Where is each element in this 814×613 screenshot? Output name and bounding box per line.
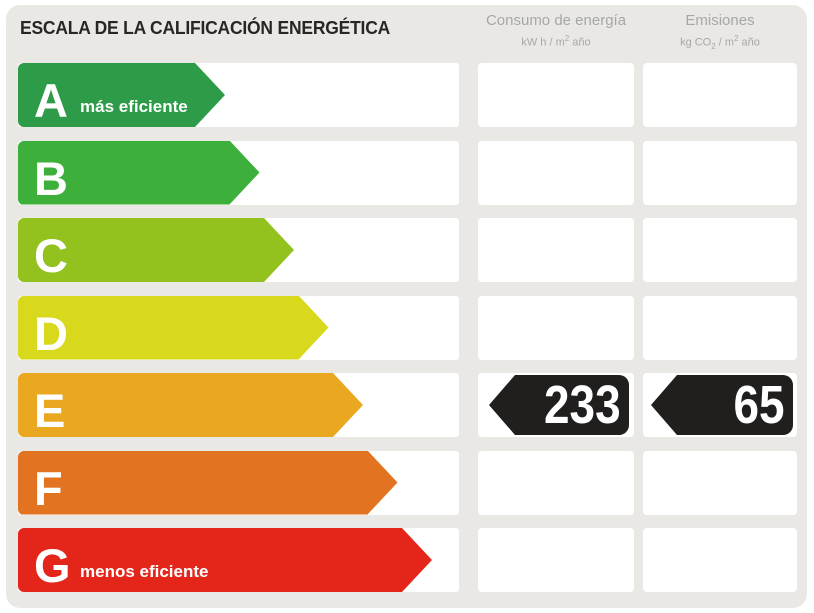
page-title: ESCALA DE LA CALIFICACIÓN ENERGÉTICA xyxy=(20,18,391,38)
consumption-column-unit: kW h / m2 año xyxy=(521,34,591,49)
rating-row-F: F xyxy=(6,450,807,515)
emissions-value: 65 xyxy=(733,375,785,435)
rating-note: más eficiente xyxy=(80,97,188,116)
rating-row-C: C xyxy=(6,218,807,282)
emissions-cell xyxy=(643,295,797,360)
consumption-column-label: Consumo de energía xyxy=(485,12,627,29)
rating-letter: A xyxy=(34,74,68,127)
consumption-cell xyxy=(478,140,634,205)
consumption-cell xyxy=(478,528,634,592)
emissions-column-unit: kg CO2 / m2 año xyxy=(680,34,760,51)
rating-row-B: B xyxy=(6,140,807,205)
emissions-cell: 65 xyxy=(643,373,797,437)
emissions-cell xyxy=(643,63,797,127)
consumption-cell: 233 xyxy=(478,373,634,437)
rating-arrow-C: C xyxy=(18,218,294,282)
emissions-value-pointer: 65 xyxy=(651,375,793,435)
rating-letter: B xyxy=(34,151,68,205)
rating-letter: F xyxy=(34,461,63,515)
emissions-cell xyxy=(643,528,797,592)
rating-arrow-B: B xyxy=(18,141,260,205)
label-card: ESCALA DE LA CALIFICACIÓN ENERGÉTICA Con… xyxy=(6,5,807,608)
consumption-cell xyxy=(478,218,634,282)
rating-arrow-F: F xyxy=(18,451,398,515)
rating-letter: E xyxy=(34,384,66,437)
consumption-value: 233 xyxy=(543,375,621,435)
rating-letter: D xyxy=(34,306,68,360)
rating-note: menos eficiente xyxy=(80,562,209,581)
column-header-consumption: Consumo de energía kW h / m2 año xyxy=(478,12,634,50)
rating-letter: G xyxy=(34,539,71,592)
rating-letter: C xyxy=(34,229,68,282)
emissions-cell xyxy=(643,140,797,205)
rating-row-E: 233 65 E xyxy=(6,373,807,437)
consumption-cell xyxy=(478,450,634,515)
emissions-cell xyxy=(643,450,797,515)
rating-arrow-D: D xyxy=(18,296,329,360)
consumption-cell xyxy=(478,63,634,127)
emissions-column-label: Emisiones xyxy=(685,12,755,29)
column-header-emissions: Emisiones kg CO2 / m2 año xyxy=(643,12,797,54)
consumption-value-pointer: 233 xyxy=(489,375,629,435)
rating-arrow-E: E xyxy=(18,373,363,437)
emissions-cell xyxy=(643,218,797,282)
rating-row-D: D xyxy=(6,295,807,360)
consumption-cell xyxy=(478,295,634,360)
